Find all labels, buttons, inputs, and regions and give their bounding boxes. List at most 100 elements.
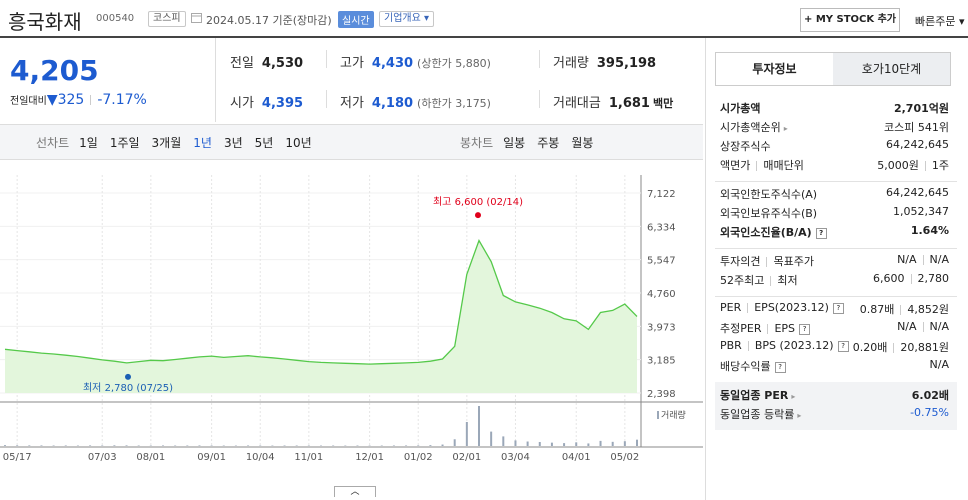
row-label: 외국인소진율(B/A)? <box>720 224 827 240</box>
tab[interactable]: 10년 <box>285 136 312 150</box>
sep <box>900 305 902 315</box>
stock-name: 흥국화재 <box>8 10 82 34</box>
volume-bar <box>429 445 432 446</box>
tab[interactable]: 1년 <box>193 136 212 150</box>
value-text: -0.75% <box>910 406 949 419</box>
tab[interactable]: 일봉 <box>503 136 526 150</box>
label-text: 시가총액 <box>720 102 761 115</box>
row-label: 액면가 매매단위 <box>720 157 804 173</box>
y-tick-label: 7,122 <box>647 189 676 200</box>
row-value: 64,242,645 <box>886 138 949 151</box>
change-rate: -7.17% <box>97 92 147 108</box>
tab-row: 선차트 1일 1주일 3개월 1년 3년 5년 10년 <box>36 134 324 151</box>
label-text: EPS(2023.12) <box>754 301 829 314</box>
volume-bar <box>611 441 614 446</box>
sep <box>893 343 895 353</box>
extreme-marker <box>475 212 481 219</box>
tab[interactable]: 주봉 <box>537 136 560 150</box>
label-text: 최저 <box>777 274 798 287</box>
sep <box>767 324 769 334</box>
value-text: 2,780 <box>917 272 950 285</box>
stat: 거래량 395,198 <box>553 52 656 71</box>
sep <box>924 161 926 171</box>
row-label: 외국인보유주식수(B) <box>720 205 817 221</box>
stat-value: 4,395 <box>261 96 304 111</box>
value-text: 4,852원 <box>907 303 949 316</box>
x-tick-label: 03/04 <box>501 452 530 463</box>
stat-label: 전일 <box>230 56 254 71</box>
value-text: N/A <box>929 253 949 266</box>
divider <box>326 50 327 68</box>
label-text: 52주최고 <box>720 274 765 287</box>
stat: 거래대금 1,681 백만 <box>553 92 673 111</box>
group-rule <box>715 248 957 249</box>
value-text: 0.20배 <box>852 341 888 354</box>
help-icon[interactable]: ? <box>799 323 811 335</box>
volume-bar <box>113 445 116 446</box>
volume-bar <box>198 445 201 446</box>
volume-label: 거래량 <box>661 409 686 421</box>
basis: 기준(장마감) <box>272 14 332 27</box>
tab[interactable]: 1주일 <box>109 136 140 150</box>
volume-bar <box>636 439 638 446</box>
label-text: EPS <box>774 322 796 335</box>
label-text: 외국인보유주식수(B) <box>720 207 818 220</box>
arrow: ▸ <box>797 411 802 420</box>
volume-bar <box>247 445 250 446</box>
tab[interactable]: 3개월 <box>151 136 182 150</box>
chart-tabs: 선차트 1일 1주일 3개월 1년 3년 5년 10년 봉차트 일봉 주봉 월봉 <box>0 124 703 160</box>
x-tick-label: 08/01 <box>136 452 165 463</box>
row-value: N/A N/A <box>897 253 949 266</box>
side-panel: 투자정보 호가10단계 시가총액 2,701억원 시가총액순위 ▸ 코스피 541위 상장주식… <box>705 38 968 500</box>
value-text: 6,600 <box>873 272 905 285</box>
stock-code: 000540 <box>96 13 135 24</box>
realtime-badge[interactable]: 실시간 <box>338 11 374 28</box>
y-tick-label: 5,547 <box>647 256 676 267</box>
stat-value: 1,681 <box>608 96 650 111</box>
value-text: 1.64% <box>910 224 949 237</box>
row-value: 0.20배 20,881원 <box>853 339 949 355</box>
label-text: 동일업종 등락률 <box>720 408 795 421</box>
extreme-marker <box>125 373 131 380</box>
volume-bar <box>4 445 6 446</box>
value-text: N/A <box>897 320 917 333</box>
x-tick-label: 10/04 <box>246 452 275 463</box>
row-label: 동일업종 등락률 ▸ <box>720 406 801 422</box>
stat-unit: 백만 <box>652 97 674 110</box>
row-value: 0.87배 4,852원 <box>860 301 949 317</box>
sep <box>756 161 758 171</box>
volume-bar <box>162 445 164 446</box>
stat-value: 4,180 <box>371 96 414 111</box>
sep <box>922 255 924 265</box>
sep <box>770 276 772 286</box>
help-icon[interactable]: ? <box>815 227 827 239</box>
row-value: N/A N/A <box>897 320 949 333</box>
overview-button[interactable]: 기업개요 ▾ <box>379 11 435 27</box>
row-label: 상장주식수 <box>720 138 771 154</box>
tab[interactable]: 1일 <box>79 136 98 150</box>
side-tab[interactable]: 호가10단계 <box>833 52 951 86</box>
help-icon[interactable]: ? <box>837 340 849 352</box>
stat-label: 거래량 <box>553 56 589 71</box>
quick-order[interactable]: 빠른주문 ▾ <box>915 15 965 28</box>
divider <box>539 90 540 108</box>
side-tab[interactable]: 투자정보 <box>715 52 834 86</box>
tab[interactable]: 월봉 <box>571 136 594 150</box>
annotation: 최고 6,600 (02/14) <box>433 196 523 208</box>
collapse-button[interactable]: ︿ <box>334 486 376 497</box>
volume-bar <box>490 431 493 446</box>
value-text: 코스피 541위 <box>884 121 949 134</box>
tab[interactable]: 5년 <box>254 136 274 150</box>
value-text: 2,701억원 <box>893 102 949 115</box>
sep <box>747 303 749 313</box>
tab[interactable]: 3년 <box>223 136 243 150</box>
change-line: 전일대비▼325 -7.17% <box>10 92 147 108</box>
my-stock-button[interactable]: + MY STOCK 추가 <box>800 8 900 32</box>
group-rule <box>715 296 957 297</box>
help-icon[interactable]: ? <box>832 302 844 314</box>
volume-bar <box>89 445 92 446</box>
my-stock: MY STOCK 추가 <box>815 14 897 25</box>
stat: 고가 4,430 (상한가 5,880) <box>340 52 491 71</box>
help-icon[interactable]: ? <box>774 361 786 373</box>
